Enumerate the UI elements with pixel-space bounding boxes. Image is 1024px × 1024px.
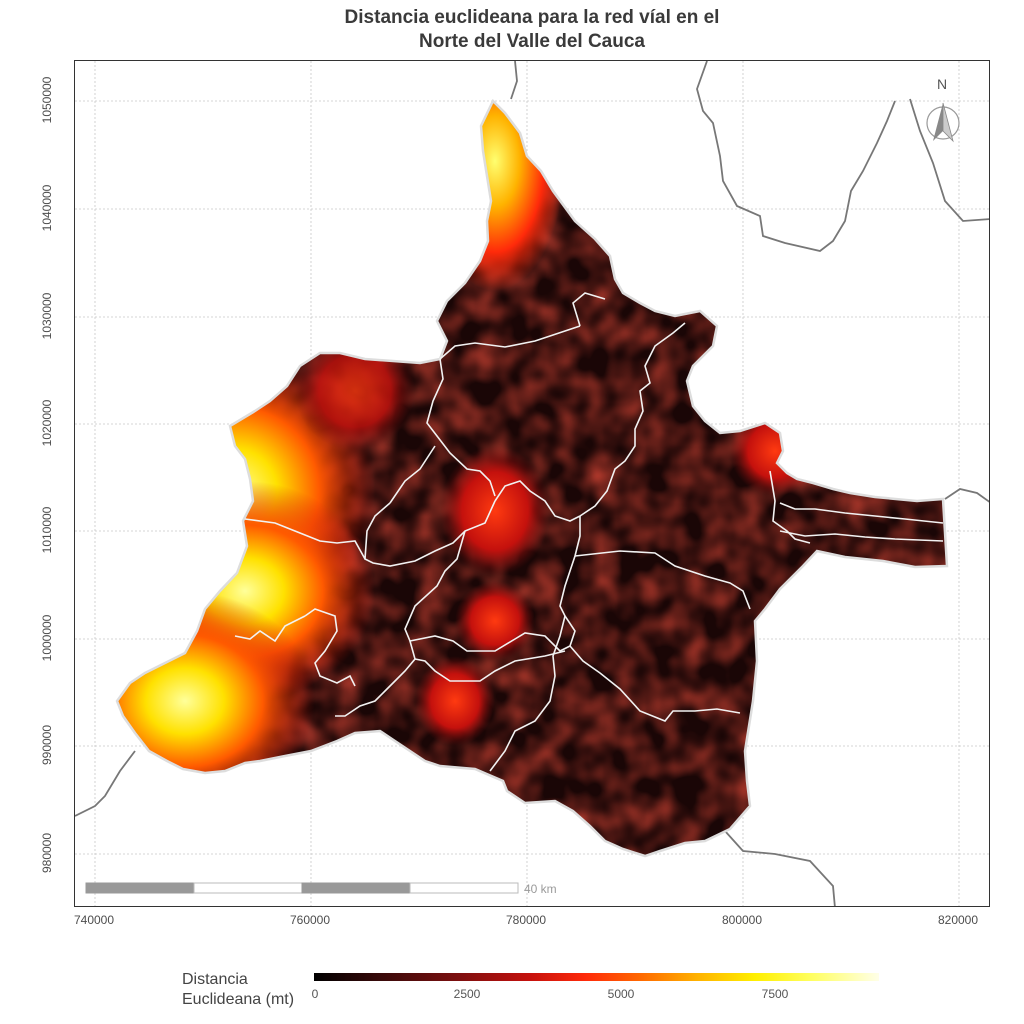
legend-title-line-1: Distancia — [182, 971, 248, 988]
scale-bar — [85, 882, 519, 894]
x-tick-label: 820000 — [937, 913, 979, 927]
external-boundaries — [75, 61, 989, 906]
legend-title: Distancia Euclideana (mt) — [182, 970, 294, 1010]
region-outline — [115, 98, 949, 858]
y-tick-label: 980000 — [40, 832, 54, 874]
y-tick-label: 1020000 — [40, 399, 54, 447]
y-tick-label: 990000 — [40, 724, 54, 766]
legend-tick-label: 2500 — [453, 987, 481, 1001]
legend-tick-label: 0 — [311, 987, 319, 1001]
y-tick-label: 1030000 — [40, 292, 54, 340]
scale-bar-label: 40 km — [524, 882, 557, 896]
map-canvas — [75, 61, 989, 906]
y-tick-label: 1040000 — [40, 184, 54, 232]
legend-title-line-2: Euclideana (mt) — [182, 991, 295, 1008]
map-title-line-1: Distancia euclideana para la red víal en… — [344, 7, 720, 28]
y-tick-label: 1010000 — [40, 506, 54, 554]
x-tick-label: 740000 — [73, 913, 115, 927]
legend-tick-label: 5000 — [607, 987, 635, 1001]
legend-tick-label: 7500 — [761, 987, 789, 1001]
north-arrow-label: N — [937, 76, 948, 92]
map-title-line-2: Norte del Valle del Cauca — [419, 31, 645, 52]
map-panel: N 40 km — [74, 60, 990, 907]
x-tick-label: 780000 — [505, 913, 547, 927]
north-arrow-icon — [926, 102, 960, 143]
municipal-boundaries — [234, 292, 944, 772]
legend-color-bar — [314, 973, 879, 981]
y-tick-label: 1000000 — [40, 614, 54, 662]
map-title: Distancia euclideana para la red víal en… — [0, 6, 1024, 54]
y-tick-label: 1050000 — [40, 76, 54, 124]
x-tick-label: 800000 — [721, 913, 763, 927]
x-tick-label: 760000 — [289, 913, 331, 927]
color-legend: Distancia Euclideana (mt) 0 2500 5000 75… — [182, 970, 882, 1010]
